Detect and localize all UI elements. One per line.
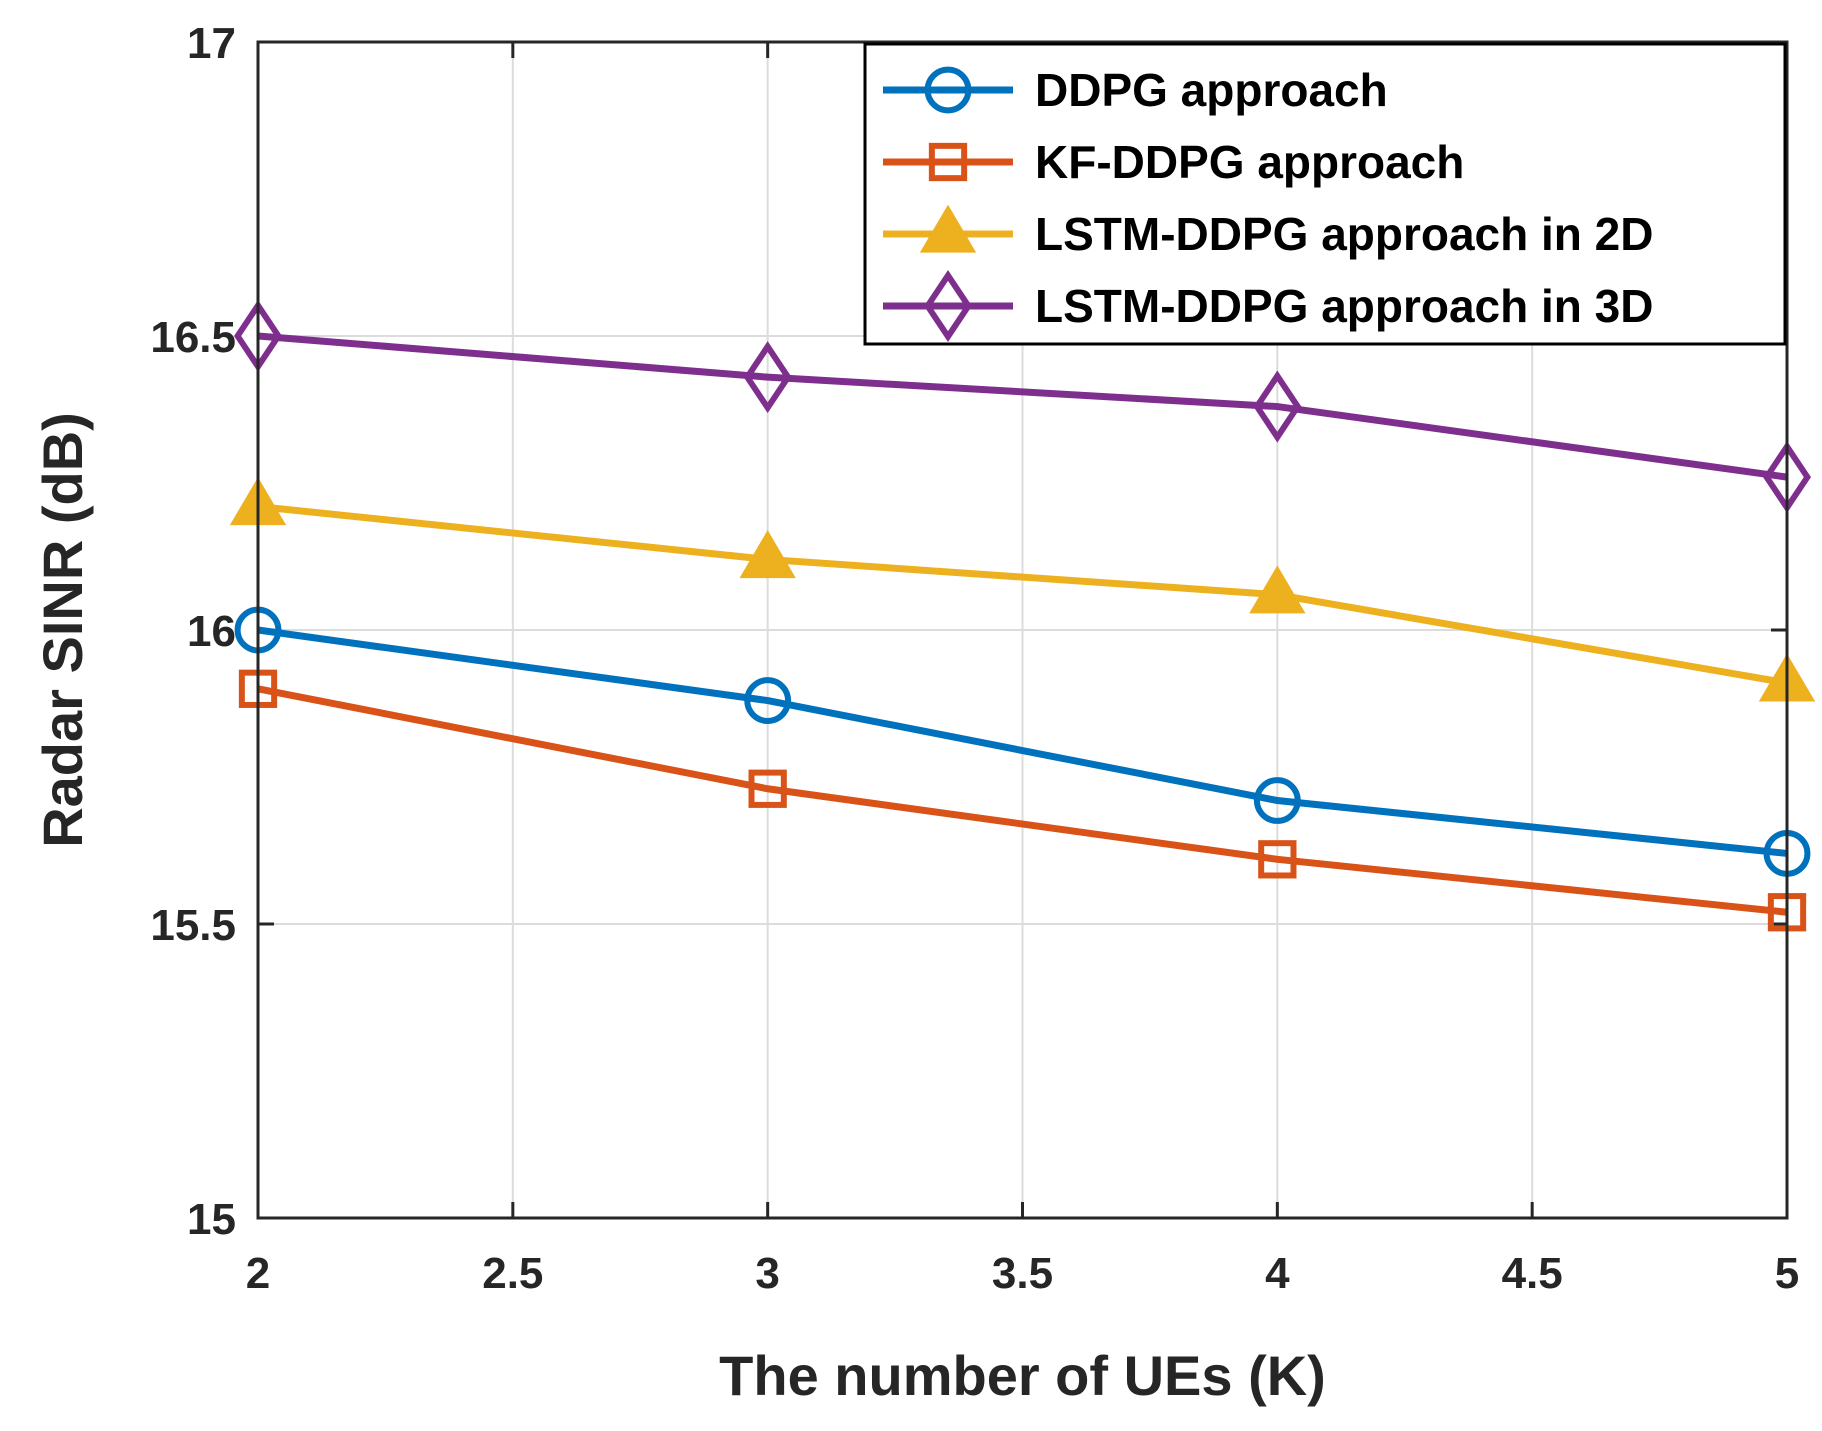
x-axis-label: The number of UEs (K) [719, 1344, 1326, 1407]
x-tick-label: 2.5 [482, 1249, 543, 1298]
series-line [257, 685, 1788, 916]
legend-marker [924, 66, 972, 114]
legend-label: LSTM-DDPG approach in 2D [1035, 208, 1653, 260]
data-point [1258, 840, 1297, 879]
legend-label: KF-DDPG approach [1035, 136, 1464, 188]
legend-label: DDPG approach [1035, 64, 1388, 116]
data-point [744, 677, 792, 724]
x-tick-label: 5 [1775, 1249, 1799, 1298]
y-tick-label: 17 [187, 19, 236, 68]
y-tick-label: 15.5 [150, 901, 236, 950]
x-tick-label: 3 [755, 1249, 779, 1298]
legend-marker [923, 269, 973, 343]
legend-marker [919, 204, 977, 253]
legend-marker [928, 142, 968, 182]
data-point [748, 769, 787, 808]
legend-item: LSTM-DDPG approach in 3D [883, 269, 1653, 343]
tick-labels: 2 2.5 3 3.5 4 4.5 5 15 15.5 16 16.5 17 [150, 19, 1799, 1298]
y-tick-label: 16.5 [150, 313, 236, 362]
data-point [739, 530, 796, 579]
x-tick-label: 3.5 [992, 1249, 1053, 1298]
legend-item: LSTM-DDPG approach in 2D [883, 204, 1653, 260]
legend-item: KF-DDPG approach [883, 136, 1464, 188]
series-line [257, 332, 1788, 481]
y-tick-label: 16 [187, 607, 236, 656]
legend-item: DDPG approach [883, 64, 1388, 116]
data-point [1249, 565, 1306, 614]
legend-label: LSTM-DDPG approach in 3D [1035, 280, 1653, 332]
x-tick-label: 4 [1265, 1249, 1290, 1298]
data-point [743, 341, 792, 414]
y-axis-label: Radar SINR (dB) [31, 412, 94, 848]
series-4 [233, 299, 1812, 514]
plot-frame [256, 40, 1789, 1220]
data-point [1253, 777, 1301, 824]
x-tick-label: 4.5 [1502, 1249, 1563, 1298]
series-line [257, 503, 1788, 687]
legend-box [863, 42, 1787, 346]
data-point [1253, 370, 1302, 443]
y-tick-label: 15 [187, 1195, 236, 1244]
series-line [257, 626, 1788, 857]
legend: DDPG approach KF-DDPG approach LSTM-DDPG a… [863, 42, 1787, 346]
x-tick-label: 2 [246, 1249, 270, 1298]
